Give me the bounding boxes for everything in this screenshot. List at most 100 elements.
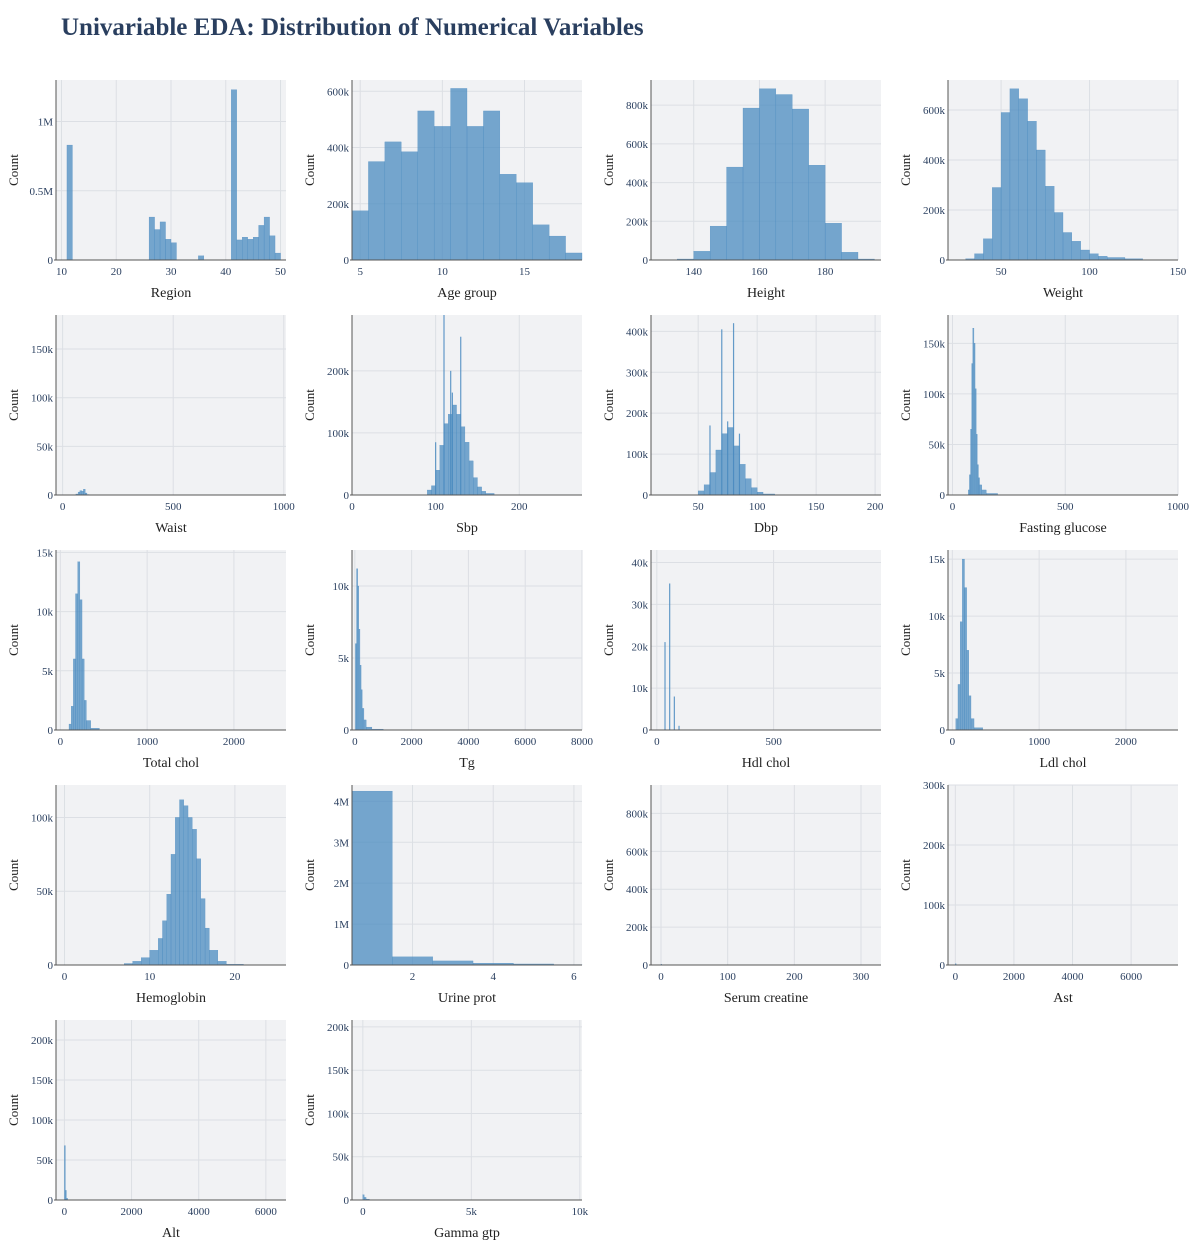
histogram-bar[interactable]	[75, 593, 78, 731]
histogram-bar[interactable]	[432, 960, 474, 966]
histogram-bar[interactable]	[192, 829, 197, 966]
histogram-bar[interactable]	[970, 429, 972, 496]
histogram-bar[interactable]	[548, 235, 566, 261]
histogram-bar[interactable]	[739, 464, 746, 496]
histogram-bar[interactable]	[183, 805, 189, 966]
histogram-spike[interactable]	[435, 442, 437, 495]
histogram-bar[interactable]	[715, 449, 722, 496]
histogram-bar[interactable]	[384, 141, 402, 261]
histogram-bar[interactable]	[200, 898, 206, 966]
histogram-bar[interactable]	[962, 558, 965, 731]
histogram-bar[interactable]	[141, 957, 150, 966]
histogram-bar[interactable]	[66, 144, 73, 261]
histogram-bar[interactable]	[456, 414, 461, 496]
histogram-spike[interactable]	[451, 392, 453, 495]
histogram-bar[interactable]	[1054, 212, 1064, 261]
histogram-bar[interactable]	[148, 216, 155, 261]
histogram-bar[interactable]	[693, 251, 711, 261]
histogram-bar[interactable]	[274, 252, 281, 261]
histogram-bar[interactable]	[81, 658, 85, 731]
histogram-spike[interactable]	[443, 315, 445, 495]
histogram-bar[interactable]	[247, 239, 254, 261]
histogram-bar[interactable]	[721, 433, 728, 496]
histogram-bar[interactable]	[970, 718, 975, 731]
histogram-bar[interactable]	[79, 599, 83, 731]
histogram-bar[interactable]	[170, 242, 177, 261]
histogram-bar[interactable]	[709, 225, 727, 261]
histogram-bar[interactable]	[359, 665, 362, 731]
histogram-bar[interactable]	[83, 489, 86, 496]
histogram-spike[interactable]	[669, 583, 671, 730]
histogram-bar[interactable]	[808, 165, 826, 261]
histogram-bar[interactable]	[1027, 121, 1037, 261]
histogram-bar[interactable]	[968, 695, 972, 731]
histogram-bar[interactable]	[357, 585, 359, 731]
histogram-bar[interactable]	[231, 89, 237, 261]
histogram-spike[interactable]	[738, 433, 741, 495]
histogram-bar[interactable]	[198, 255, 205, 261]
histogram-bar[interactable]	[84, 700, 87, 731]
histogram-bar[interactable]	[483, 110, 501, 261]
histogram-bar[interactable]	[86, 720, 91, 731]
histogram-bar[interactable]	[132, 961, 142, 966]
histogram-bar[interactable]	[351, 790, 393, 966]
histogram-bar[interactable]	[1062, 232, 1072, 261]
histogram-bar[interactable]	[81, 490, 84, 496]
histogram-bar[interactable]	[466, 126, 484, 261]
histogram-bar[interactable]	[1080, 249, 1090, 261]
histogram-bar[interactable]	[971, 363, 973, 496]
histogram-bar[interactable]	[258, 225, 265, 261]
histogram-bar[interactable]	[974, 388, 977, 496]
histogram-bar[interactable]	[71, 706, 74, 731]
histogram-bar[interactable]	[417, 110, 435, 261]
histogram-bar[interactable]	[464, 442, 470, 496]
histogram-bar[interactable]	[981, 489, 987, 496]
histogram-bar[interactable]	[165, 239, 172, 261]
histogram-bar[interactable]	[79, 490, 82, 496]
histogram-bar[interactable]	[499, 174, 517, 261]
histogram-bar[interactable]	[158, 938, 163, 966]
histogram-bar[interactable]	[841, 252, 859, 261]
histogram-bar[interactable]	[468, 460, 474, 496]
histogram-bar[interactable]	[955, 718, 959, 731]
histogram-bar[interactable]	[1098, 256, 1108, 261]
histogram-bar[interactable]	[450, 88, 468, 261]
histogram-bar[interactable]	[964, 587, 967, 731]
histogram-bar[interactable]	[362, 708, 365, 731]
histogram-bar[interactable]	[973, 343, 976, 496]
histogram-spike[interactable]	[727, 421, 729, 495]
histogram-spike[interactable]	[721, 329, 723, 495]
histogram-bar[interactable]	[360, 689, 363, 731]
histogram-bar[interactable]	[431, 485, 436, 496]
histogram-bar[interactable]	[977, 464, 979, 496]
histogram-bar[interactable]	[1000, 112, 1011, 261]
histogram-spike[interactable]	[709, 425, 711, 495]
histogram-bar[interactable]	[64, 1145, 66, 1201]
histogram-bar[interactable]	[356, 568, 358, 731]
histogram-bar[interactable]	[960, 621, 963, 731]
histogram-bar[interactable]	[187, 817, 193, 966]
histogram-bar[interactable]	[355, 643, 357, 731]
histogram-bar[interactable]	[204, 927, 210, 966]
histogram-bar[interactable]	[532, 224, 550, 261]
histogram-bar[interactable]	[775, 94, 793, 261]
histogram-bar[interactable]	[979, 484, 982, 496]
histogram-bar[interactable]	[65, 1190, 67, 1201]
histogram-bar[interactable]	[460, 426, 466, 496]
histogram-bar[interactable]	[154, 229, 161, 261]
histogram-bar[interactable]	[968, 489, 970, 496]
histogram-bar[interactable]	[263, 216, 270, 261]
histogram-bar[interactable]	[77, 561, 81, 731]
histogram-bar[interactable]	[435, 470, 440, 496]
histogram-bar[interactable]	[992, 187, 1002, 261]
histogram-spike[interactable]	[664, 642, 666, 730]
histogram-bar[interactable]	[242, 237, 248, 261]
histogram-bar[interactable]	[149, 950, 159, 966]
histogram-bar[interactable]	[236, 239, 243, 261]
histogram-spike[interactable]	[732, 323, 735, 495]
histogram-bar[interactable]	[1045, 186, 1055, 261]
histogram-bar[interactable]	[745, 478, 752, 496]
histogram-bar[interactable]	[217, 961, 227, 966]
histogram-bar[interactable]	[443, 423, 449, 496]
histogram-bar[interactable]	[1089, 253, 1099, 261]
